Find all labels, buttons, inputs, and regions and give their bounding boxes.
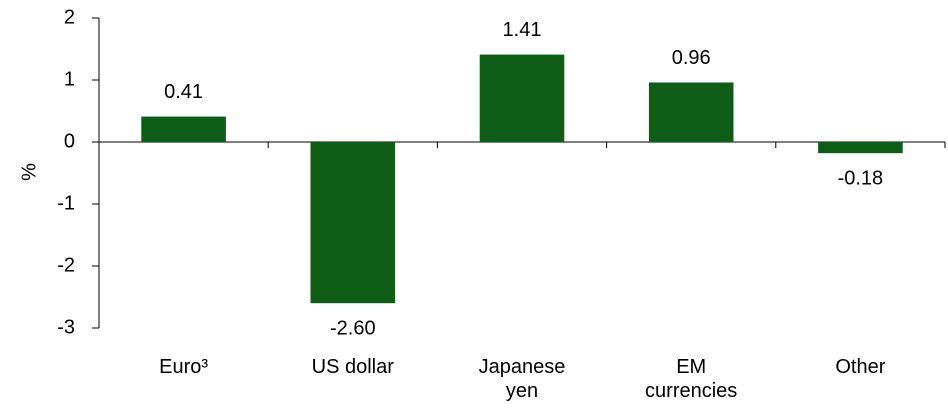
value-label: 0.41	[164, 81, 203, 103]
bar	[648, 82, 734, 142]
x-tick-label: EM currencies	[645, 356, 738, 402]
value-label: -2.60	[330, 317, 376, 339]
x-tick-label: Euro³	[159, 356, 209, 378]
y-tick-label: -2	[57, 254, 75, 276]
y-axis-label: %	[18, 163, 40, 181]
y-tick-label: 2	[64, 6, 75, 28]
y-tick-label: -1	[57, 192, 75, 214]
bar	[818, 142, 903, 154]
bar	[310, 142, 396, 304]
value-label: 1.41	[503, 19, 542, 41]
x-tick-label: US dollar	[311, 356, 394, 378]
value-label: -0.18	[838, 167, 884, 189]
bar	[479, 54, 565, 142]
x-tick-label: Other	[835, 356, 886, 378]
y-tick-label: 0	[64, 130, 75, 152]
y-tick-label: -3	[57, 316, 75, 338]
bar	[141, 116, 226, 142]
value-label: 0.96	[672, 47, 711, 69]
y-tick-label: 1	[64, 68, 75, 90]
x-tick-label: Japanese yen	[478, 356, 566, 402]
